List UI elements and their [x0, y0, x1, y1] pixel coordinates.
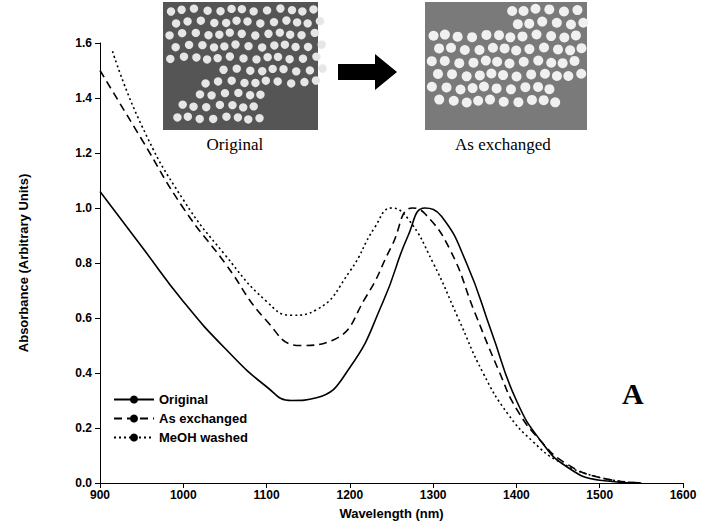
svg-text:1.4: 1.4 — [75, 91, 92, 105]
svg-text:0.0: 0.0 — [75, 476, 92, 490]
svg-text:0.6: 0.6 — [75, 311, 92, 325]
svg-text:0.4: 0.4 — [75, 366, 92, 380]
svg-text:1600: 1600 — [670, 488, 697, 502]
svg-text:0.8: 0.8 — [75, 256, 92, 270]
svg-text:1.0: 1.0 — [75, 201, 92, 215]
svg-text:As exchanged: As exchanged — [455, 135, 551, 154]
svg-text:1.2: 1.2 — [75, 146, 92, 160]
svg-text:Wavelength (nm): Wavelength (nm) — [339, 506, 443, 521]
svg-text:1300: 1300 — [420, 488, 447, 502]
svg-text:1200: 1200 — [337, 488, 364, 502]
svg-text:As exchanged: As exchanged — [159, 411, 247, 426]
svg-text:1.6: 1.6 — [75, 36, 92, 50]
svg-text:1400: 1400 — [503, 488, 530, 502]
svg-text:A: A — [622, 377, 644, 410]
svg-text:0.2: 0.2 — [75, 421, 92, 435]
svg-text:1500: 1500 — [586, 488, 613, 502]
svg-text:Absorbance (Arbitrary Units): Absorbance (Arbitrary Units) — [16, 174, 31, 352]
svg-text:MeOH washed: MeOH washed — [159, 430, 248, 445]
svg-text:1100: 1100 — [254, 488, 280, 502]
svg-text:1000: 1000 — [170, 488, 197, 502]
svg-text:Original: Original — [207, 135, 264, 154]
svg-text:900: 900 — [90, 488, 110, 502]
svg-text:Original: Original — [159, 392, 208, 407]
